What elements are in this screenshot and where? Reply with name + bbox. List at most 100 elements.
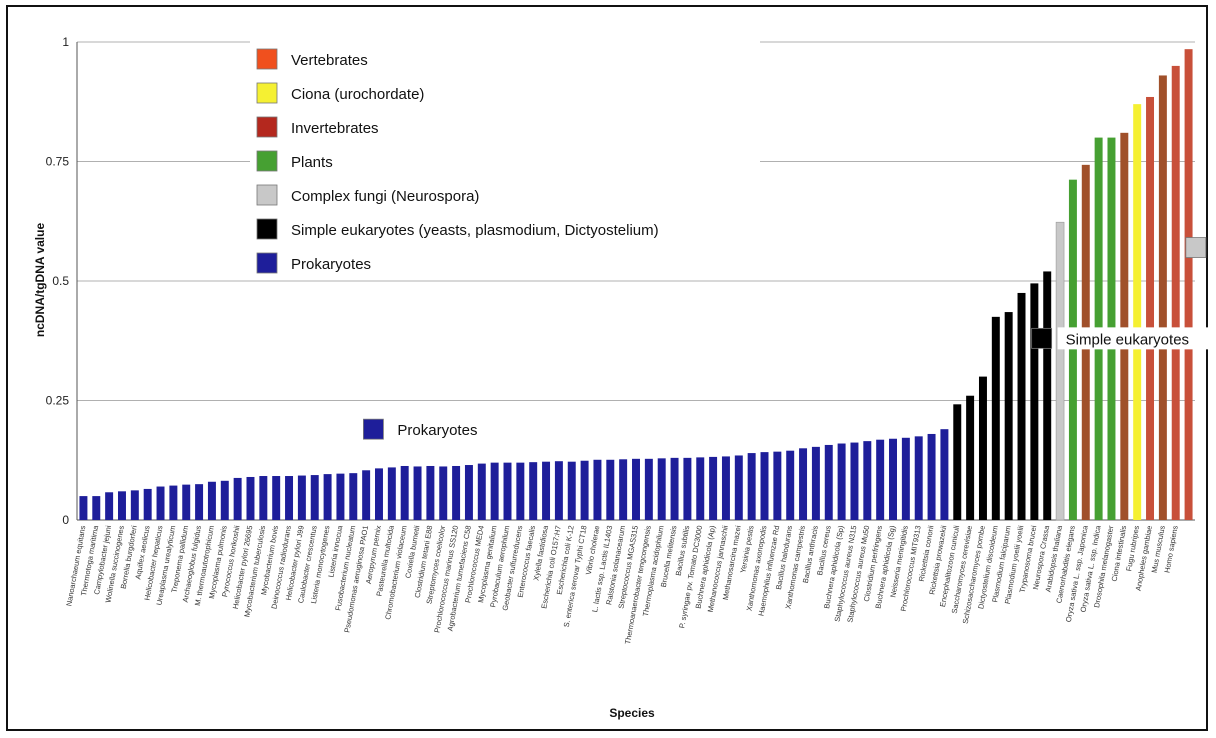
bar — [233, 477, 242, 520]
y-tick-label: 0 — [62, 513, 69, 527]
bar — [387, 467, 396, 520]
y-tick-label: 0.75 — [46, 155, 70, 169]
bar — [927, 433, 936, 520]
bar — [773, 451, 782, 520]
bar — [811, 446, 820, 520]
bar — [336, 473, 345, 520]
bar — [593, 459, 602, 520]
bar — [156, 486, 165, 520]
bar — [105, 492, 114, 520]
legend-entry: Simple eukaryotes (yeasts, plasmodium, D… — [291, 222, 659, 239]
bar — [477, 463, 486, 520]
bar — [696, 457, 705, 520]
annotation-background — [389, 418, 496, 441]
legend-swatch — [256, 184, 278, 206]
bar — [786, 450, 795, 520]
bar — [1030, 283, 1039, 520]
legend: Vertebrates Ciona (urochordate) Invertebra… — [250, 40, 760, 280]
legend-entry: Ciona (urochordate) — [291, 86, 424, 103]
legend-entry: Invertebrates — [291, 120, 379, 137]
annotation-swatch — [363, 418, 384, 440]
bar — [400, 465, 409, 520]
bar — [940, 429, 949, 520]
legend-swatch — [256, 150, 278, 172]
legend-entry: Plants — [291, 154, 333, 171]
legend-entry: Prokaryotes — [291, 256, 371, 273]
bar — [182, 484, 191, 520]
legend-background — [250, 40, 760, 280]
bar — [914, 436, 923, 520]
bar — [1120, 132, 1129, 520]
bar — [850, 442, 859, 520]
bar — [760, 452, 769, 520]
legend-swatch — [256, 48, 278, 70]
bar — [1055, 221, 1065, 521]
annotation-label: Prokaryotes — [397, 422, 477, 439]
bar — [117, 491, 126, 520]
legend-swatch — [256, 116, 278, 138]
bar — [901, 437, 910, 520]
bar — [606, 459, 615, 520]
bar — [490, 462, 499, 520]
bar — [130, 490, 139, 520]
bar — [670, 457, 679, 520]
legend-entry: Vertebrates — [291, 52, 368, 69]
bar — [799, 448, 808, 520]
bar — [619, 459, 628, 520]
bar — [657, 458, 666, 520]
bar — [529, 462, 538, 520]
bar — [966, 395, 975, 520]
bar — [734, 455, 743, 520]
bar — [310, 475, 319, 520]
bar — [1043, 271, 1052, 520]
bar — [452, 465, 461, 520]
bar — [542, 461, 551, 520]
bar — [1017, 292, 1026, 520]
bar — [683, 457, 692, 520]
bar — [92, 496, 101, 520]
bar — [297, 475, 306, 520]
legend-swatch — [256, 252, 278, 274]
bar — [143, 488, 152, 520]
bar — [876, 439, 885, 520]
bar — [824, 444, 833, 520]
bars — [79, 49, 1193, 521]
bar — [259, 476, 268, 520]
y-tick-label: 0.5 — [52, 274, 69, 288]
bar — [375, 468, 383, 520]
bar — [195, 484, 204, 520]
bar — [79, 496, 88, 520]
bar — [1004, 312, 1013, 520]
bar — [953, 404, 962, 520]
bar — [207, 481, 216, 520]
bar — [644, 458, 653, 520]
bar — [1158, 75, 1167, 521]
legend-entry: Complex fungi (Neurospora) — [291, 188, 479, 205]
legend-swatch — [256, 218, 278, 240]
bar — [863, 441, 872, 520]
bar — [554, 461, 563, 520]
bar — [362, 470, 371, 520]
bar — [991, 316, 1000, 520]
bar — [439, 466, 448, 520]
bar — [632, 458, 640, 520]
bar — [567, 461, 576, 520]
bar — [1068, 179, 1077, 520]
bar — [1133, 104, 1142, 520]
bar — [246, 476, 255, 520]
annotation-swatch — [1031, 327, 1053, 349]
y-tick-label: 1 — [62, 35, 69, 49]
bar — [220, 480, 229, 520]
annotation-background — [1057, 327, 1214, 350]
bar — [1171, 65, 1180, 521]
bar — [169, 485, 178, 520]
y-tick-label: 0.25 — [46, 394, 70, 408]
bar — [721, 456, 730, 520]
bar — [889, 438, 897, 520]
bar — [1184, 49, 1193, 521]
bar — [516, 462, 525, 520]
y-axis-label: ncDNA/tgDNA value — [33, 223, 47, 338]
annotation-background — [1211, 236, 1216, 259]
